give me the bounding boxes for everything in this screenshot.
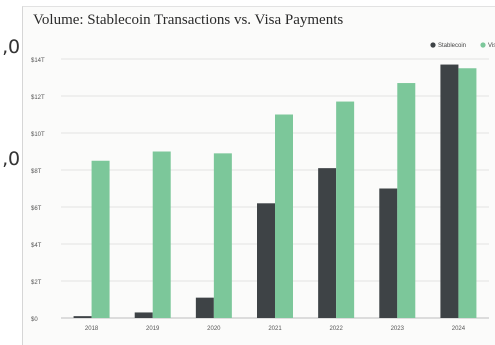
x-tick-label: 2023 [391, 326, 405, 332]
bar-visa-2024 [458, 68, 477, 318]
bar-chart: $0 $2T $4T $6T $8T $10T $12T $14T 2018 2019 2020 20… [31, 42, 495, 332]
x-tick-label: 2020 [207, 326, 221, 332]
bar-stablecoin-2019 [134, 312, 153, 318]
x-tick-label: 2021 [268, 326, 282, 332]
x-tick-label: 2022 [329, 326, 343, 332]
y-tick-label: $4T [31, 243, 42, 249]
chart-card: Volume: Stablecoin Transactions vs. Visa… [22, 6, 495, 345]
x-tick-label: 2024 [452, 326, 466, 332]
y-tick-label: $0 [31, 317, 38, 323]
y-tick-label: $10T [31, 132, 45, 138]
y-tick-label: $6T [31, 206, 42, 212]
y-tick-label: $2T [31, 280, 42, 286]
legend-marker-visa [480, 42, 486, 48]
bar-stablecoin-2021 [257, 203, 275, 318]
y-tick-label: $12T [31, 95, 45, 101]
bar-stablecoin-2018 [73, 316, 92, 318]
chart-title: Volume: Stablecoin Transactions vs. Visa… [33, 12, 344, 28]
cropped-axis-glyph: ‚0 [2, 148, 21, 170]
cropped-axis-glyph: ‚0 [2, 36, 21, 58]
legend-label-visa: Visa [488, 43, 495, 49]
bar-visa-2021 [275, 114, 293, 318]
y-tick-label: $14T [31, 58, 45, 64]
bar-stablecoin-2020 [195, 297, 214, 318]
x-tick-label: 2018 [85, 326, 99, 332]
bar-visa-2020 [213, 153, 232, 318]
legend-marker-stablecoin [430, 42, 436, 48]
bar-stablecoin-2023 [379, 188, 398, 318]
bar-visa-2023 [397, 83, 416, 318]
x-tick-label: 2019 [146, 326, 160, 332]
bar-stablecoin-2022 [318, 168, 337, 318]
bar-stablecoin-2024 [440, 64, 459, 318]
bar-visa-2019 [152, 151, 171, 318]
bar-visa-2022 [336, 101, 355, 318]
bar-visa-2018 [91, 160, 110, 318]
legend-label-stablecoin: Stablecoin [438, 43, 466, 49]
y-tick-label: $8T [31, 169, 42, 175]
